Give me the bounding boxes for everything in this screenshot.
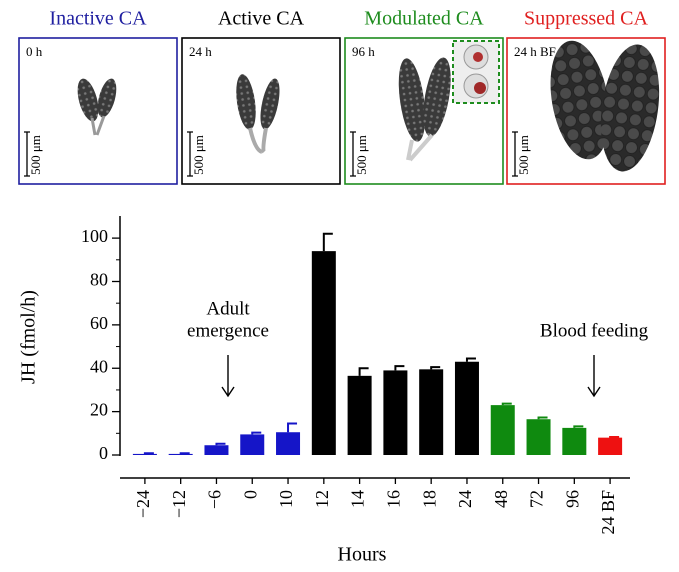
bar: [454, 361, 479, 455]
error-bar: [501, 402, 512, 406]
bar: [490, 405, 515, 455]
panel-frame: [18, 37, 178, 185]
bar: [419, 369, 444, 455]
panel-frame: [506, 37, 666, 185]
scale-bar: [350, 131, 356, 177]
error-bar: [609, 435, 620, 438]
error-bar: [215, 442, 226, 446]
annotation: Adult: [206, 298, 250, 319]
error-bar: [573, 425, 584, 428]
scale-label: 500 μm: [191, 135, 206, 175]
x-tick-label: 48: [491, 490, 511, 508]
error-bar: [287, 422, 298, 433]
arrow: [587, 355, 601, 398]
x-tick-label: 72: [527, 490, 547, 508]
error-bar: [358, 367, 369, 376]
y-axis-label: JH (fmol/h): [18, 290, 40, 384]
annotation: emergence: [187, 320, 269, 341]
panel-title: Suppressed CA: [524, 8, 648, 30]
error-bar: [430, 366, 441, 370]
annotation: Blood feeding: [540, 320, 649, 341]
micrograph: [77, 40, 660, 172]
y-tick-label: 60: [90, 313, 108, 333]
scale-bar: [187, 131, 193, 177]
scale-bar: [512, 131, 518, 177]
arrow: [221, 355, 235, 398]
panel-time: 24 h BF: [514, 44, 556, 59]
x-tick-label: −6: [205, 490, 225, 509]
panel-title: Modulated CA: [364, 8, 484, 30]
scale-label: 500 μm: [28, 135, 43, 175]
y-tick-label: 100: [81, 226, 108, 246]
x-tick-label: 96: [562, 490, 582, 508]
scale-bar: [24, 131, 30, 177]
y-tick-label: 80: [90, 270, 108, 290]
bar: [598, 437, 623, 455]
error-bar: [251, 431, 262, 435]
scale-label: 500 μm: [516, 135, 531, 175]
bar: [204, 445, 229, 455]
x-tick-label: 14: [348, 490, 368, 508]
panel-time: 24 h: [189, 44, 212, 59]
x-tick-label: 12: [312, 490, 332, 508]
bar: [347, 375, 372, 455]
y-tick-label: 0: [99, 443, 108, 463]
error-bar: [537, 416, 548, 420]
panel-frame: [344, 37, 504, 185]
x-tick-label: 16: [384, 490, 404, 508]
panel-title: Inactive CA: [49, 8, 147, 30]
x-axis-label: Hours: [338, 544, 387, 566]
x-tick-label: −12: [169, 490, 189, 518]
scale-label: 500 μm: [354, 135, 369, 175]
bar: [132, 453, 157, 455]
panel-time: 0 h: [26, 44, 43, 59]
error-bar: [322, 232, 333, 252]
bar: [168, 453, 193, 455]
y-tick-label: 20: [90, 400, 108, 420]
panel-time: 96 h: [352, 44, 375, 59]
bar: [526, 419, 551, 455]
error-bar: [465, 357, 476, 362]
x-tick-label: −24: [133, 490, 153, 518]
x-tick-label: 10: [276, 490, 296, 508]
x-tick-label: 0: [240, 490, 260, 499]
bar: [276, 432, 301, 455]
bar: [562, 427, 587, 455]
x-tick-label: 24 BF: [598, 490, 618, 535]
error-bar: [143, 452, 154, 455]
bar: [311, 251, 336, 455]
bar: [383, 370, 408, 455]
error-bar: [394, 365, 405, 371]
panel-frame: [181, 37, 341, 185]
x-tick-label: 18: [419, 490, 439, 508]
panel-title: Active CA: [218, 8, 305, 30]
x-tick-label: 24: [455, 490, 475, 508]
y-tick-label: 40: [90, 356, 108, 376]
bar: [240, 434, 265, 455]
error-bar: [179, 452, 190, 455]
